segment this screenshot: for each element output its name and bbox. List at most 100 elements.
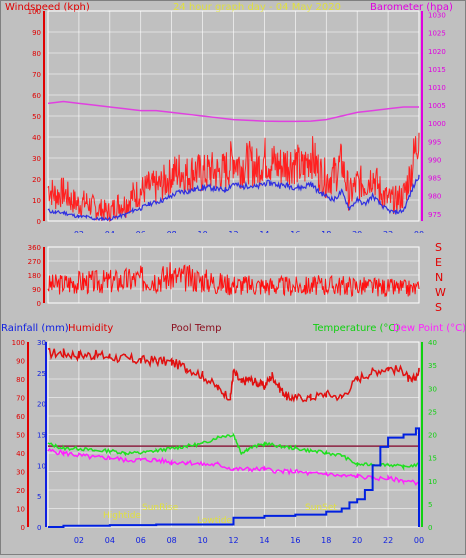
barometer-tick-label: 975 [428, 211, 441, 219]
windspeed-tick-label: 10 [32, 197, 41, 205]
lower-x-tick-label: 14 [259, 536, 269, 545]
windspeed-tick-label: 70 [32, 71, 41, 79]
direction-tick-label: 360 [28, 244, 41, 252]
lower-x-tick-label: 18 [321, 536, 331, 545]
pool-temp-label: Pool Temp [171, 323, 222, 334]
direction-letter: W [435, 286, 446, 299]
direction-tick-label: 0 [37, 300, 41, 308]
temperature-tick-label: 10 [428, 478, 437, 486]
temperature-tick-label: 35 [428, 362, 437, 370]
lower-x-tick-label: 16 [290, 536, 300, 545]
temperature-tick-label: 15 [428, 455, 437, 463]
lowtide-annotation: Lowtide [197, 516, 232, 526]
direction-tick-label: 90 [32, 286, 41, 294]
temperature-label: Temperature (°C) [312, 323, 399, 334]
rainfall-tick-label: 15 [37, 432, 46, 440]
humidity-tick-label: 100 [12, 339, 25, 347]
dewpoint-line [47, 447, 420, 487]
direction-series [47, 262, 420, 298]
windspeed-tick-label: 100 [28, 8, 41, 16]
rainfall-axis-ticks: 0 5 10 15 20 25 30 [37, 339, 47, 532]
humidity-line [47, 347, 420, 403]
humidity-tick-label: 60 [16, 413, 25, 421]
lower-x-tick-label: 00 [414, 536, 424, 545]
barometer-tick-label: 1000 [428, 120, 446, 128]
barometer-tick-label: 1005 [428, 102, 446, 110]
humidity-tick-label: 50 [16, 432, 25, 440]
windspeed-axis-ticks: 0 10 20 30 40 50 60 70 80 90 100 [28, 8, 45, 226]
lower-x-tick-label: 02 [74, 536, 84, 545]
humidity-tick-label: 80 [16, 376, 25, 384]
windspeed-tick-label: 80 [32, 50, 41, 58]
temperature-tick-label: 40 [428, 339, 437, 347]
direction-letter: E [435, 256, 442, 269]
lower-x-tick-label: 08 [167, 536, 177, 545]
barometer-tick-label: 985 [428, 175, 441, 183]
windspeed-tick-label: 0 [37, 218, 41, 226]
barometer-tick-label: 980 [428, 193, 441, 201]
lower-x-tick-label: 22 [383, 536, 393, 545]
dewpoint-label: Dew Point (°C) [393, 323, 465, 334]
humidity-label: Humidity [68, 323, 113, 334]
humidity-tick-label: 40 [16, 450, 25, 458]
sunrise-annotation: SunRise [142, 503, 179, 513]
rainfall-line [48, 427, 420, 528]
temperature-tick-label: 20 [428, 432, 437, 440]
rainfall-tick-label: 5 [37, 493, 41, 501]
barometer-line [47, 100, 419, 123]
barometer-axis-ticks: 975 980 985 990 995 1000 1005 1010 1015 1020 1025 1… [421, 11, 446, 221]
temperature-tick-label: 5 [428, 501, 432, 509]
temperature-line [47, 431, 420, 472]
windspeed-label: Windspeed (kph) [5, 2, 90, 13]
lower-x-tick-label: 04 [105, 536, 115, 545]
lower-x-tick-label: 20 [352, 536, 362, 545]
direction-section-bg [1, 233, 465, 311]
windspeed-tick-label: 60 [32, 92, 41, 100]
temperature-tick-label: 25 [428, 408, 437, 416]
humidity-tick-label: 30 [16, 469, 25, 477]
rainfall-tick-label: 25 [37, 370, 46, 378]
top-series [47, 100, 420, 223]
barometer-tick-label: 995 [428, 138, 441, 146]
windspeed-tick-label: 50 [32, 113, 41, 121]
rainfall-tick-label: 30 [37, 339, 46, 347]
rainfall-tick-label: 20 [37, 401, 46, 409]
direction-tick-label: 270 [28, 258, 41, 266]
lower-x-tick-label: 06 [136, 536, 146, 545]
barometer-tick-label: 990 [428, 156, 441, 164]
lower-x-axis-ticks: 02 04 06 08 10 12 14 16 18 20 22 00 [74, 536, 424, 545]
temperature-tick-label: 0 [428, 524, 432, 532]
barometer-tick-label: 1020 [428, 48, 446, 56]
barometer-tick-label: 1015 [428, 66, 446, 74]
barometer-tick-label: 1010 [428, 84, 446, 92]
windspeed-tick-label: 20 [32, 176, 41, 184]
humidity-tick-label: 70 [16, 395, 25, 403]
barometer-tick-label: 1025 [428, 30, 446, 38]
direction-axis-ticks: 0 90 180 270 360 [28, 244, 45, 308]
sunset-annotation: SunSet [305, 503, 337, 513]
humidity-tick-label: 0 [21, 524, 25, 532]
rainfall-tick-label: 10 [37, 462, 46, 470]
windspeed-tick-label: 30 [32, 155, 41, 163]
lower-x-tick-label: 12 [228, 536, 238, 545]
rainfall-tick-label: 0 [37, 524, 41, 532]
rainfall-label: Rainfall (mm) [1, 323, 69, 334]
humidity-tick-label: 90 [16, 358, 25, 366]
direction-letter: S [435, 301, 442, 314]
wind-average-line [47, 174, 420, 222]
direction-line [47, 262, 420, 298]
wind-gust-line [47, 132, 420, 223]
barometer-tick-label: 1030 [428, 12, 446, 20]
tide-sun-annotations: Hightide SunRise Lowtide SunSet [103, 503, 337, 526]
temperature-tick-label: 30 [428, 385, 437, 393]
lower-series [47, 347, 420, 528]
humidity-axis-ticks: 0 10 20 30 40 50 60 70 80 90 100 [12, 339, 29, 532]
temperature-axis-ticks: 0 5 10 15 20 25 30 35 40 [421, 339, 437, 532]
chart-title: 24 hour graph day - 04 May 2020 [173, 2, 341, 13]
lower-x-tick-label: 10 [197, 536, 207, 545]
direction-letter: N [435, 271, 443, 284]
windspeed-tick-label: 90 [32, 29, 41, 37]
humidity-tick-label: 10 [16, 506, 25, 514]
